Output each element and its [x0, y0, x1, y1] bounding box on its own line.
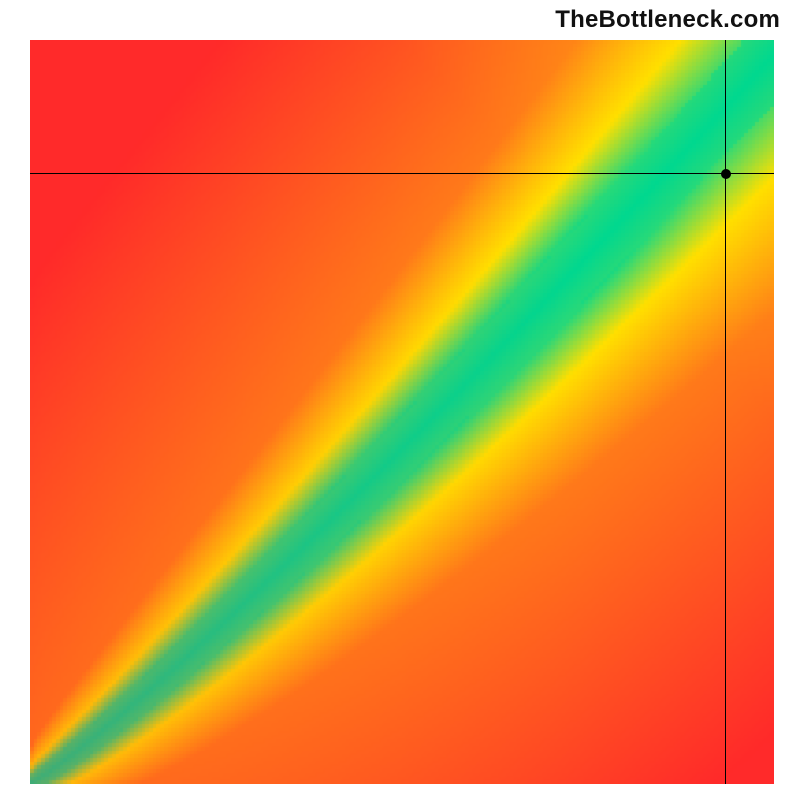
watermark-text: TheBottleneck.com: [555, 6, 780, 34]
heatmap-plot: [30, 40, 774, 784]
marker-point: [721, 169, 731, 179]
crosshair-horizontal: [30, 173, 774, 174]
crosshair-vertical: [725, 40, 726, 784]
heatmap-canvas: [30, 40, 774, 784]
